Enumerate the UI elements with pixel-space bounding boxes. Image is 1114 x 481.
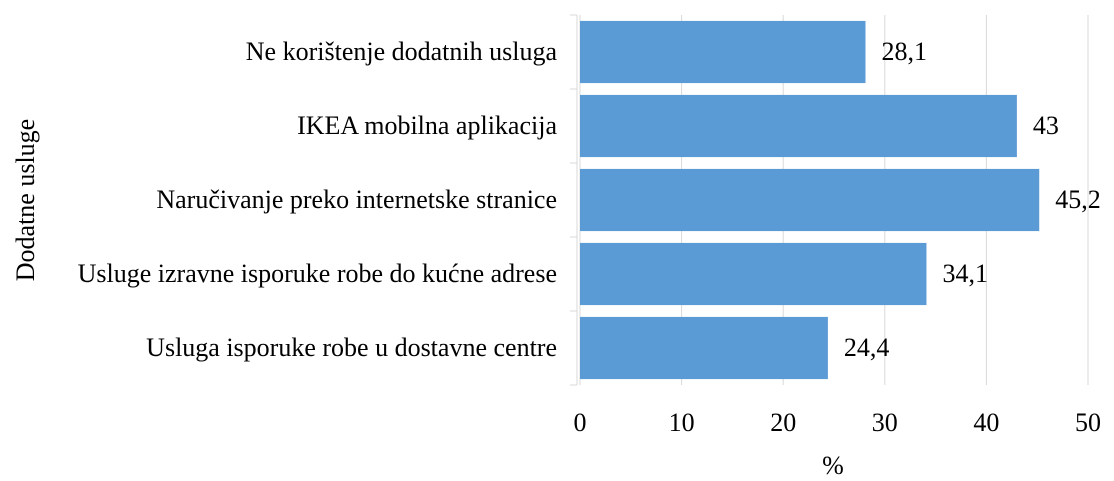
y-axis-label: Dodatne usluge: [11, 119, 40, 281]
x-tick-label: 30: [872, 408, 898, 437]
bar: [580, 94, 1017, 158]
y-tick-label: Naručivanje preko internetske stranice: [156, 185, 557, 214]
y-tick-label: Usluga isporuke robe u dostavne centre: [146, 333, 557, 362]
category-label-box: Ne korištenje dodatnih usluga: [246, 15, 557, 89]
data-label: 45,2: [1055, 185, 1101, 214]
category-label-box: Naručivanje preko internetske stranice: [156, 163, 557, 237]
x-tick-label: 0: [574, 408, 587, 437]
y-tick-label: Usluge izravne isporuke robe do kućne ad…: [77, 259, 557, 288]
category-label-box: IKEA mobilna aplikacija: [297, 89, 557, 163]
x-tick-label: 50: [1075, 408, 1101, 437]
data-label: 43: [1033, 111, 1059, 140]
y-tick-label: IKEA mobilna aplikacija: [297, 111, 557, 140]
bar: [580, 316, 828, 380]
bar: [580, 242, 927, 306]
x-tick-label: 20: [770, 408, 796, 437]
bar: [580, 20, 866, 84]
x-tick-label: 10: [669, 408, 695, 437]
data-label: 28,1: [881, 37, 927, 66]
data-label: 24,4: [844, 333, 890, 362]
category-label-box: Usluge izravne isporuke robe do kućne ad…: [78, 237, 557, 311]
x-tick-label: 40: [973, 408, 999, 437]
y-tick-label: Ne korištenje dodatnih usluga: [245, 37, 557, 66]
data-label: 34,1: [942, 259, 988, 288]
category-label-box: Usluga isporuke robe u dostavne centre: [146, 311, 557, 385]
bar: [580, 168, 1040, 232]
x-axis-label: %: [822, 451, 844, 480]
